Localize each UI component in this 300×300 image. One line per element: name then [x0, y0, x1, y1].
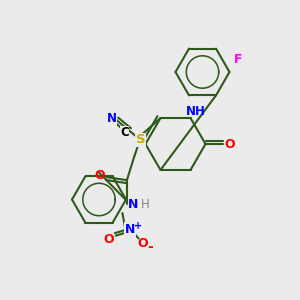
Text: O: O: [94, 169, 105, 182]
Text: -: -: [147, 241, 153, 254]
Text: O: O: [137, 237, 148, 250]
Text: NH: NH: [186, 105, 206, 118]
Text: N: N: [107, 112, 117, 125]
Text: S: S: [136, 134, 145, 146]
Text: N: N: [125, 223, 135, 236]
Text: +: +: [134, 221, 142, 231]
Text: O: O: [225, 137, 236, 151]
Text: O: O: [103, 232, 114, 246]
Text: C: C: [120, 126, 129, 140]
Text: N: N: [128, 198, 139, 211]
Text: H: H: [140, 198, 149, 211]
Text: F: F: [233, 53, 242, 66]
